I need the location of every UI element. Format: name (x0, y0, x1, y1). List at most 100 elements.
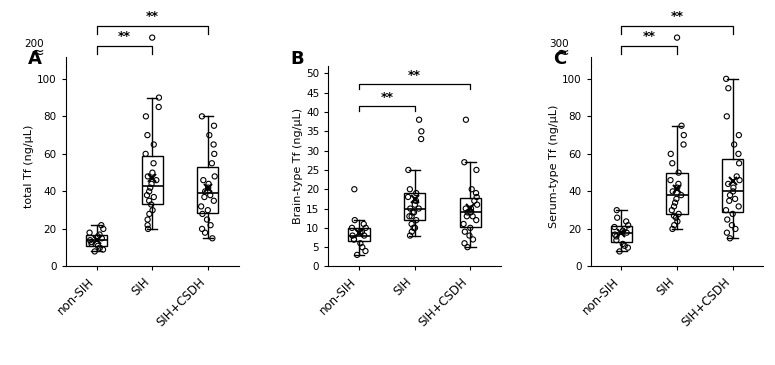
Point (205, 160, 218, 166)
Point (208, 151, 220, 157)
Point (677, 132, 690, 138)
Point (733, 160, 746, 166)
Point (732, 151, 745, 157)
PathPatch shape (86, 235, 107, 246)
Point (613, 249, 625, 254)
Text: ≈: ≈ (556, 45, 570, 59)
Point (405, 221, 418, 227)
Point (723, 198, 735, 204)
Point (140, 151, 152, 157)
Text: **: ** (118, 30, 131, 43)
Point (668, 204, 680, 210)
Point (617, 241, 629, 247)
Point (199, 230, 212, 235)
Point (666, 207, 678, 213)
Point (617, 228, 629, 234)
Point (677, 142, 690, 147)
Point (143, 188, 156, 194)
Point (671, 185, 684, 191)
Point (668, 213, 680, 219)
Point (725, 222, 738, 228)
Text: B: B (291, 50, 304, 68)
Point (354, 229, 367, 235)
Point (402, 194, 415, 200)
Point (413, 117, 425, 123)
Point (85, 241, 98, 247)
Point (205, 222, 217, 228)
Point (147, 160, 160, 166)
Point (147, 142, 160, 147)
Point (146, 207, 159, 213)
Point (140, 114, 152, 119)
Point (415, 128, 428, 134)
Point (610, 234, 622, 239)
Point (458, 241, 470, 246)
Point (404, 205, 416, 211)
Point (720, 207, 732, 213)
Text: **: ** (670, 10, 684, 23)
Point (153, 104, 165, 110)
Point (196, 114, 208, 119)
Point (463, 233, 476, 238)
Point (404, 186, 416, 192)
Point (608, 224, 621, 230)
Point (664, 151, 677, 157)
Point (141, 132, 153, 138)
Point (410, 217, 422, 223)
Point (196, 211, 208, 217)
Point (404, 233, 416, 238)
Point (675, 192, 687, 198)
Point (611, 215, 623, 220)
Text: A: A (28, 50, 42, 68)
Point (146, 181, 158, 187)
Point (97, 247, 109, 253)
Point (664, 177, 677, 183)
Point (208, 198, 220, 204)
Point (94, 245, 106, 251)
Point (141, 192, 153, 198)
Point (146, 35, 158, 41)
Point (728, 142, 740, 147)
Point (358, 233, 370, 238)
Point (671, 219, 684, 224)
Point (143, 198, 155, 204)
Point (405, 213, 418, 219)
Point (402, 167, 415, 173)
Point (97, 226, 109, 232)
Point (668, 222, 680, 228)
PathPatch shape (460, 198, 481, 227)
Point (201, 216, 213, 222)
Point (608, 232, 621, 238)
Point (610, 237, 622, 243)
Point (467, 213, 479, 219)
Point (147, 194, 160, 200)
Point (721, 230, 733, 235)
Y-axis label: Brain-type Tf (ng/μL): Brain-type Tf (ng/μL) (293, 108, 303, 224)
Y-axis label: Serum-type Tf (ng/μL): Serum-type Tf (ng/μL) (549, 104, 560, 228)
Point (470, 190, 482, 196)
PathPatch shape (198, 166, 219, 213)
Point (146, 170, 159, 176)
Point (724, 192, 736, 198)
Point (458, 159, 470, 165)
Point (150, 177, 163, 183)
Point (729, 196, 742, 202)
Point (144, 185, 157, 191)
Point (731, 173, 743, 179)
Point (95, 222, 108, 228)
Point (346, 225, 358, 231)
Point (351, 252, 363, 258)
Point (357, 221, 370, 227)
Point (95, 235, 108, 241)
Point (666, 188, 679, 194)
PathPatch shape (404, 193, 425, 220)
Text: 300: 300 (549, 39, 569, 49)
Point (460, 117, 472, 123)
Point (348, 237, 360, 242)
Point (464, 225, 477, 231)
Point (410, 190, 422, 196)
Point (349, 217, 361, 223)
Point (84, 230, 96, 235)
Point (356, 244, 368, 250)
Point (202, 181, 215, 187)
